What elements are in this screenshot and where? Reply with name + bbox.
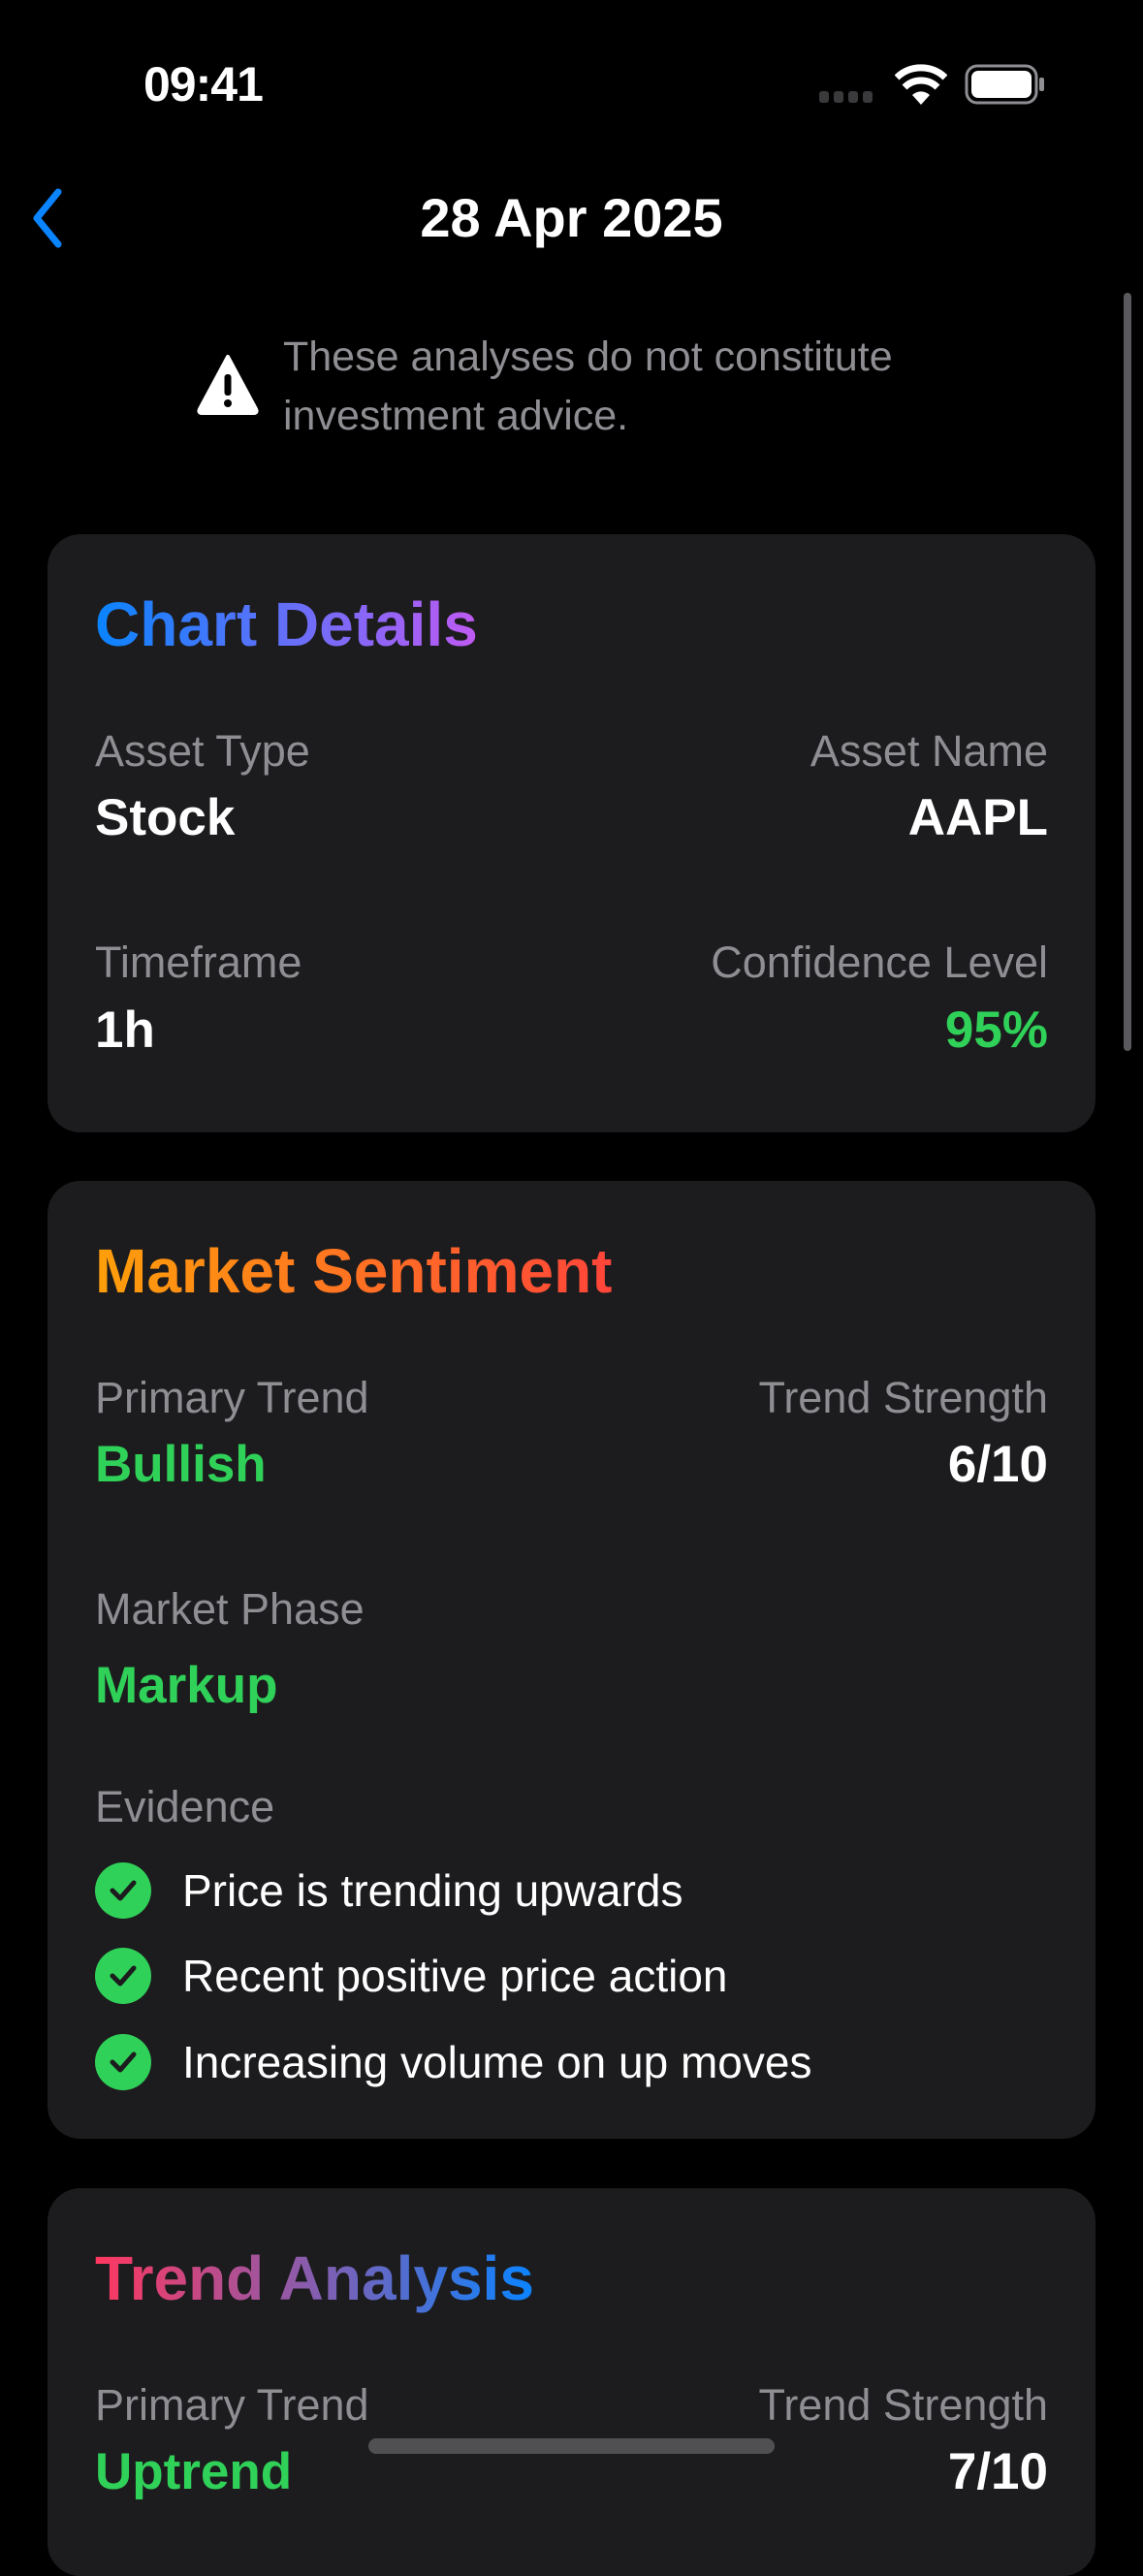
confidence-label: Confidence Level xyxy=(711,938,1048,987)
trend-strength-value: 6/10 xyxy=(947,1436,1048,1493)
trend-strength-label: Trend Strength xyxy=(758,1373,1049,1422)
page-title: 28 Apr 2025 xyxy=(420,187,723,248)
primary-trend-label: Primary Trend xyxy=(95,2380,369,2430)
warning-icon xyxy=(197,355,259,415)
home-indicator[interactable] xyxy=(368,2438,775,2454)
card-title: Chart Details xyxy=(95,589,478,659)
evidence-text: Increasing volume on up moves xyxy=(182,2037,812,2087)
battery-icon xyxy=(965,64,1044,105)
status-time: 09:41 xyxy=(143,57,264,111)
primary-trend-label: Primary Trend xyxy=(95,1373,369,1422)
asset-type-label: Asset Type xyxy=(95,726,310,776)
evidence-item: Price is trending upwards xyxy=(95,1861,683,1920)
market-phase-value: Markup xyxy=(95,1657,278,1714)
timeframe-label: Timeframe xyxy=(95,938,302,987)
trend-strength-value: 7/10 xyxy=(947,2443,1048,2500)
market-sentiment-card: Market Sentiment Primary Trend Bullish T… xyxy=(48,1181,1095,2139)
timeframe-value: 1h xyxy=(95,1002,155,1059)
evidence-item: Recent positive price action xyxy=(95,1947,728,2005)
chart-details-card: Chart Details Asset Type Stock Asset Nam… xyxy=(48,534,1095,1132)
asset-name-value: AAPL xyxy=(907,789,1048,846)
evidence-item: Increasing volume on up moves xyxy=(95,2033,811,2091)
evidence-text: Price is trending upwards xyxy=(182,1865,683,1916)
asset-name-label: Asset Name xyxy=(810,726,1048,776)
disclaimer-text: These analyses do not constitute investm… xyxy=(283,334,893,439)
asset-type-value: Stock xyxy=(95,789,236,846)
checkmark-circle-icon xyxy=(95,1948,151,2004)
trend-strength-label: Trend Strength xyxy=(758,2380,1049,2430)
scrollbar[interactable] xyxy=(1124,293,1131,1051)
market-phase-label: Market Phase xyxy=(95,1584,365,1634)
signal-icon xyxy=(819,91,873,103)
primary-trend-value: Uptrend xyxy=(95,2443,293,2500)
card-title: Market Sentiment xyxy=(95,1236,613,1306)
checkmark-circle-icon xyxy=(95,2034,151,2090)
evidence-text: Recent positive price action xyxy=(182,1951,728,2001)
confidence-value: 95% xyxy=(944,1002,1048,1059)
back-button[interactable] xyxy=(23,184,81,252)
wifi-icon xyxy=(895,64,947,105)
trend-analysis-card: Trend Analysis Primary Trend Uptrend Tre… xyxy=(48,2188,1095,2576)
card-title: Trend Analysis xyxy=(95,2243,534,2313)
primary-trend-value: Bullish xyxy=(95,1436,267,1493)
evidence-label: Evidence xyxy=(95,1782,275,1831)
checkmark-circle-icon xyxy=(95,1862,151,1919)
